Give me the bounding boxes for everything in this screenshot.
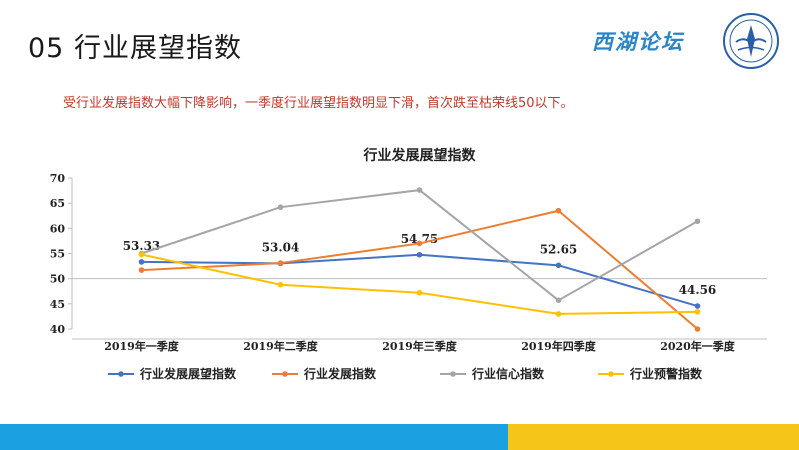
data-point — [416, 187, 423, 193]
legend-label: 行业信心指数 — [471, 366, 545, 381]
series-line — [141, 209, 699, 330]
data-point — [416, 289, 423, 296]
data-point — [277, 281, 284, 288]
legend-swatch-marker — [450, 371, 456, 377]
x-tick-label: 2019年四季度 — [521, 339, 597, 353]
data-label: 54.75 — [401, 232, 439, 246]
data-point — [694, 303, 701, 309]
data-point — [555, 262, 562, 269]
data-point — [555, 297, 562, 304]
data-label: 44.56 — [679, 283, 717, 297]
data-point — [694, 309, 701, 315]
x-tick-label: 2019年二季度 — [243, 339, 319, 353]
page-title: 05 行业展望指数 — [28, 33, 242, 64]
data-label: 53.04 — [262, 240, 300, 254]
data-point — [138, 267, 145, 273]
footer-bar-yellow — [508, 424, 799, 450]
legend-label: 行业发展展望指数 — [139, 366, 237, 381]
y-tick-label: 45 — [50, 298, 65, 311]
brand-logo-text: 西湖论坛 — [592, 29, 684, 54]
data-label: 52.65 — [540, 242, 578, 256]
x-tick-label: 2019年一季度 — [104, 339, 180, 353]
data-point — [416, 251, 423, 258]
legend-swatch-marker — [282, 371, 288, 377]
chart-title: 行业发展展望指数 — [363, 147, 477, 164]
legend-label: 行业发展指数 — [303, 366, 377, 381]
series-line — [141, 253, 698, 308]
data-point — [277, 260, 284, 266]
y-tick-label: 65 — [50, 197, 65, 210]
seal-logo-icon — [723, 13, 779, 69]
data-point — [138, 251, 145, 258]
x-tick-label: 2019年三季度 — [382, 339, 458, 353]
footer-bar-blue — [0, 424, 508, 450]
data-point — [277, 204, 284, 210]
y-tick-label: 70 — [50, 172, 66, 185]
data-point — [555, 311, 562, 317]
data-point — [694, 326, 701, 332]
x-tick-label: 2020年一季度 — [660, 339, 736, 353]
data-point — [555, 207, 562, 214]
data-point — [138, 259, 145, 265]
page-subtitle: 受行业发展指数大幅下降影响，一季度行业展望指数明显下滑，首次跌至枯荣线50以下。 — [63, 96, 574, 111]
y-tick-label: 40 — [50, 323, 66, 336]
data-point — [694, 218, 701, 225]
legend-label: 行业预警指数 — [629, 366, 703, 381]
data-point — [416, 240, 423, 247]
legend-swatch-marker — [118, 371, 124, 377]
y-tick-label: 60 — [50, 222, 66, 235]
y-tick-label: 55 — [50, 248, 65, 261]
y-tick-label: 50 — [50, 273, 66, 286]
legend-swatch-marker — [608, 371, 614, 377]
